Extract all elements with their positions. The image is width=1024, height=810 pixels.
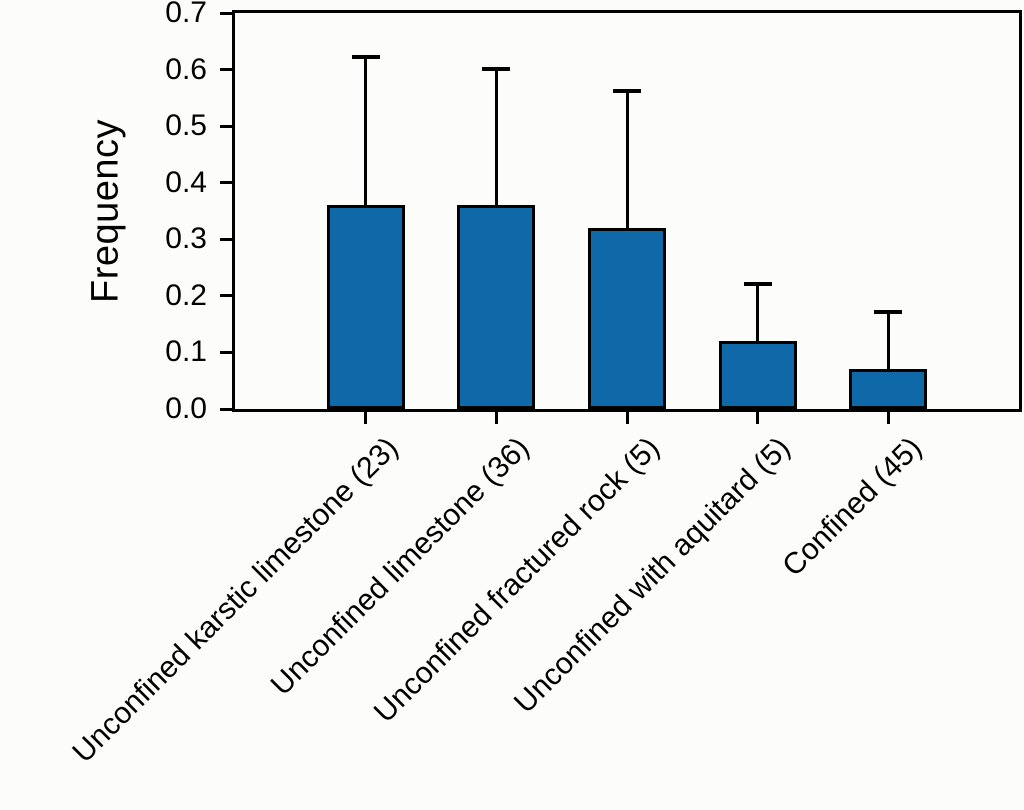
y-tick-label: 0.7 xyxy=(165,0,207,29)
y-tick-label: 0.2 xyxy=(165,278,207,312)
y-tick-label: 0.4 xyxy=(165,165,207,199)
error-bar-cap xyxy=(874,309,903,314)
error-bar-stem xyxy=(756,284,760,345)
bar xyxy=(849,369,928,409)
y-tick-mark xyxy=(220,181,232,185)
y-tick-mark xyxy=(220,11,232,15)
x-tick-label: Unconfined fractured rock (5) xyxy=(368,431,667,730)
error-bar-cap xyxy=(743,281,772,286)
bar xyxy=(588,227,666,409)
error-bar-stem xyxy=(886,312,890,373)
error-bar-stem xyxy=(364,58,368,209)
x-tick-mark xyxy=(625,412,629,424)
error-bar-cap xyxy=(482,66,511,71)
bar xyxy=(457,205,536,409)
x-tick-label: Confined (45) xyxy=(775,431,928,583)
error-bar-cap xyxy=(613,89,641,94)
y-tick-mark xyxy=(220,68,232,72)
error-bar-stem xyxy=(494,69,498,209)
x-tick-mark xyxy=(886,412,890,424)
y-tick-label: 0.5 xyxy=(165,109,207,143)
x-tick-label: Unconfined limestone (36) xyxy=(264,431,536,702)
y-tick-mark xyxy=(220,237,232,241)
y-tick-label: 0.0 xyxy=(165,392,207,425)
bar xyxy=(326,205,405,409)
x-tick-mark xyxy=(494,412,498,424)
x-tick-mark xyxy=(756,412,760,424)
error-bar-stem xyxy=(625,92,629,231)
y-tick-mark xyxy=(220,350,232,354)
y-tick-mark xyxy=(220,294,232,298)
plot-area: 0.0 0.1 0.2 0.3 0.4 0.5 0.6 0.7 Unconfined karst… xyxy=(67,0,1022,769)
x-tick-label: Unconfined with aquitard (5) xyxy=(508,431,798,720)
y-tick-label: 0.3 xyxy=(165,222,207,256)
y-tick-label: 0.6 xyxy=(165,52,207,86)
y-tick-label: 0.1 xyxy=(165,335,207,369)
y-tick-mark xyxy=(220,407,232,411)
error-bar-cap xyxy=(351,55,380,60)
bar xyxy=(718,341,797,409)
y-tick-mark xyxy=(220,124,232,128)
y-axis-title: Frequency xyxy=(84,118,127,304)
x-tick-mark xyxy=(364,412,368,424)
